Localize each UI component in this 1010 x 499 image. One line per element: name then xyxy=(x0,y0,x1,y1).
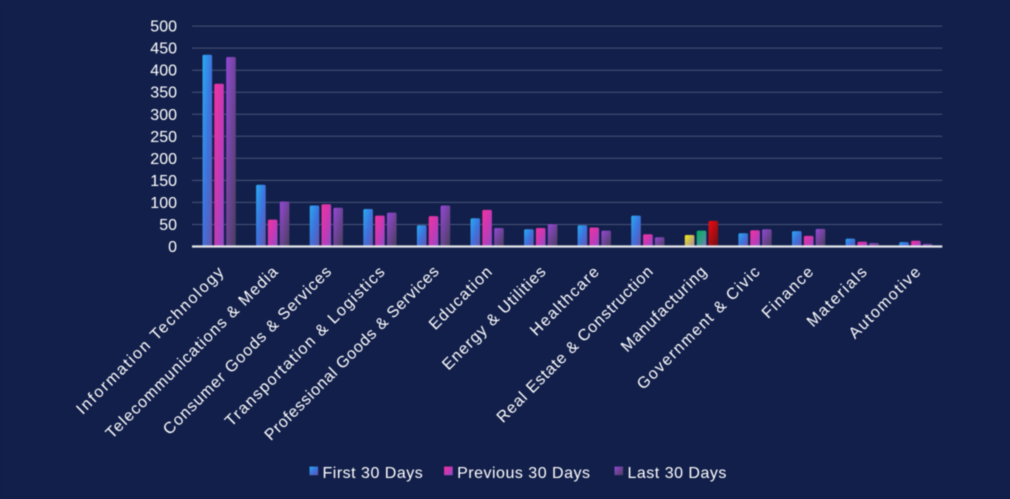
svg-text:400: 400 xyxy=(150,63,177,80)
svg-text:50: 50 xyxy=(159,217,177,234)
svg-text:100: 100 xyxy=(150,195,177,212)
svg-text:0: 0 xyxy=(168,239,177,256)
svg-text:Last 30 Days: Last 30 Days xyxy=(628,465,727,482)
svg-text:150: 150 xyxy=(150,173,177,190)
svg-text:Previous 30 Days: Previous 30 Days xyxy=(457,465,590,482)
svg-text:First 30 Days: First 30 Days xyxy=(323,465,424,482)
svg-text:300: 300 xyxy=(150,107,177,124)
svg-text:250: 250 xyxy=(150,129,177,146)
svg-text:500: 500 xyxy=(150,19,177,36)
svg-text:200: 200 xyxy=(150,151,177,168)
svg-text:350: 350 xyxy=(150,85,177,102)
svg-text:450: 450 xyxy=(150,41,177,58)
